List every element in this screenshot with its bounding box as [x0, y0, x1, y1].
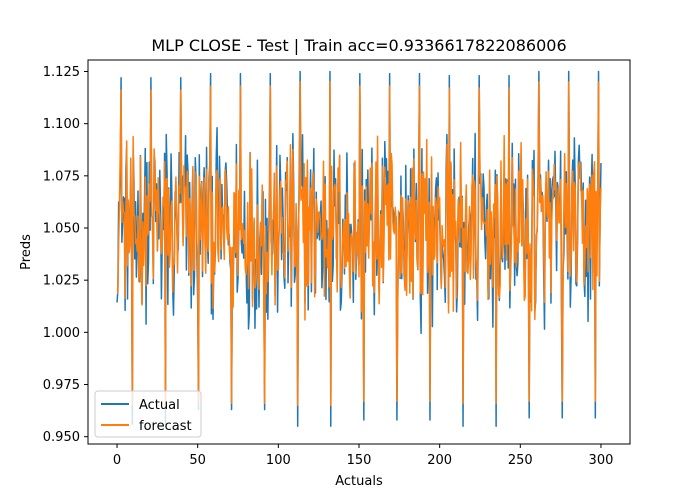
x-tick-label: 100 [266, 453, 291, 468]
legend-forecast-label: forecast [139, 419, 192, 434]
series-line-forecast [116, 81, 602, 407]
y-tick-label: 1.100 [43, 117, 80, 132]
y-tick-label: 1.000 [43, 326, 80, 341]
x-tick-label: 200 [427, 453, 452, 468]
chart-title: MLP CLOSE - Test | Train acc=0.933661782… [151, 36, 566, 55]
y-axis-label: Preds [19, 234, 34, 270]
x-tick-label: 300 [589, 453, 614, 468]
y-tick-label: 1.125 [43, 65, 80, 80]
x-axis: 0 50 100 150 200 250 300 [113, 444, 613, 468]
x-tick-label: 50 [189, 453, 206, 468]
x-tick-label: 150 [347, 453, 372, 468]
x-tick-label: 250 [508, 453, 533, 468]
y-tick-label: 1.050 [43, 222, 80, 237]
y-tick-label: 1.075 [43, 169, 80, 184]
y-tick-label: 0.975 [43, 378, 80, 393]
x-axis-label: Actuals [335, 474, 383, 489]
y-tick-label: 1.025 [43, 274, 80, 289]
x-tick-label: 0 [113, 453, 121, 468]
y-axis: 0.950 0.975 1.000 1.025 1.050 1.075 1.100 1.125 [43, 65, 88, 445]
y-tick-label: 0.950 [43, 430, 80, 445]
legend-actual-label: Actual [139, 398, 180, 413]
legend: Actual forecast [94, 390, 202, 438]
